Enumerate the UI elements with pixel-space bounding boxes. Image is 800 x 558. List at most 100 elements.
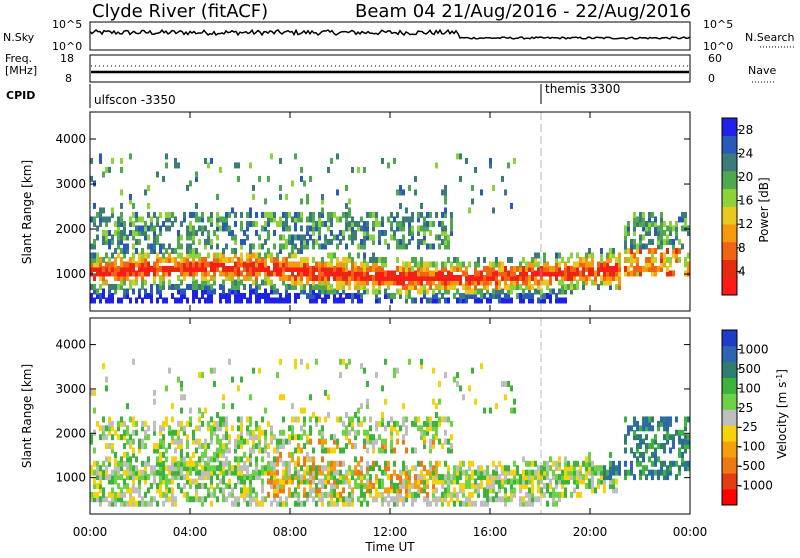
velocity-cell [96, 420, 99, 427]
power-cell [549, 297, 552, 304]
velocity-cell [450, 491, 453, 498]
power-cell [501, 261, 504, 268]
velocity-cell [480, 482, 483, 489]
velocity-cell [432, 496, 435, 503]
power-cell [306, 243, 309, 250]
power-cell [126, 270, 129, 277]
power-cell [210, 297, 213, 304]
power-cell [255, 211, 258, 218]
power-cell [237, 292, 240, 299]
power-cell [204, 265, 207, 272]
velocity-cell [408, 469, 411, 476]
velocity-cell [174, 496, 177, 503]
velocity-cell [324, 474, 327, 481]
power-cell [192, 234, 195, 241]
power-cell [534, 279, 537, 286]
velocity-cell [129, 474, 132, 481]
power-cell [468, 274, 471, 281]
power-cell [399, 274, 402, 281]
power-cell [285, 297, 288, 304]
velocity-cell [219, 438, 222, 445]
power-cell [558, 265, 561, 272]
power-cell [228, 265, 231, 272]
power-cell [426, 261, 429, 268]
power-cell [153, 238, 156, 245]
power-cell [276, 288, 279, 295]
velocity-cell [429, 416, 432, 423]
velocity-cell [402, 403, 405, 410]
power-cell [267, 175, 270, 182]
velocity-cell [216, 456, 219, 463]
power-cell [363, 225, 366, 232]
power-cell [330, 157, 333, 164]
velocity-cell [222, 447, 225, 454]
power-cell [273, 261, 276, 268]
power-cell [372, 211, 375, 218]
power-cell [459, 274, 462, 281]
power-cell [207, 234, 210, 241]
power-cell [291, 261, 294, 268]
power-cell [333, 265, 336, 272]
velocity-cell [273, 434, 276, 441]
velocity-cell [222, 474, 225, 481]
velocity-cell [99, 469, 102, 476]
power-cell [297, 265, 300, 272]
power-cell [447, 297, 450, 304]
velocity-cell [687, 434, 690, 441]
power-cell [639, 234, 642, 241]
power-cell [486, 288, 489, 295]
power-cell [441, 229, 444, 236]
power-cell [453, 265, 456, 272]
velocity-cell [315, 465, 318, 472]
power-cell [204, 297, 207, 304]
power-cell [324, 283, 327, 290]
velocity-cell [144, 500, 147, 507]
velocity-cell [360, 474, 363, 481]
velocity-cell [219, 416, 222, 423]
velocity-cell [372, 465, 375, 472]
velocity-cell [447, 487, 450, 494]
power-cell [498, 261, 501, 268]
velocity-cell [624, 447, 627, 454]
power-cell [312, 211, 315, 218]
velocity-cell [522, 478, 525, 485]
velocity-cell [318, 487, 321, 494]
velocity-cell [363, 496, 366, 503]
power-cell [465, 297, 468, 304]
power-cell [333, 270, 336, 277]
power-cell [396, 274, 399, 281]
velocity-cell [531, 460, 534, 467]
velocity-cell [660, 416, 663, 423]
power-cell [258, 270, 261, 277]
power-cell [108, 229, 111, 236]
power-cell [393, 157, 396, 164]
power-cell [432, 288, 435, 295]
velocity-cell [534, 460, 537, 467]
power-cell [210, 283, 213, 290]
power-cell [132, 220, 135, 227]
velocity-cell [522, 500, 525, 507]
power-cell [669, 225, 672, 232]
velocity-cell [309, 474, 312, 481]
velocity-cell [342, 474, 345, 481]
power-cell [537, 270, 540, 277]
velocity-cell [291, 451, 294, 458]
power-cell [186, 297, 189, 304]
power-cell [390, 211, 393, 218]
velocity-cell [156, 443, 159, 450]
power-cell [324, 274, 327, 281]
velocity-cell [207, 456, 210, 463]
power-cell [153, 274, 156, 281]
velocity-cell [471, 367, 474, 374]
velocity-cell [378, 434, 381, 441]
velocity-cell [366, 438, 369, 445]
velocity-cell [222, 443, 225, 450]
velocity-cell [585, 456, 588, 463]
velocity-cell [405, 474, 408, 481]
power-cell [438, 270, 441, 277]
power-cell [255, 220, 258, 227]
power-cell [225, 270, 228, 277]
velocity-cell [207, 474, 210, 481]
velocity-cell [234, 469, 237, 476]
